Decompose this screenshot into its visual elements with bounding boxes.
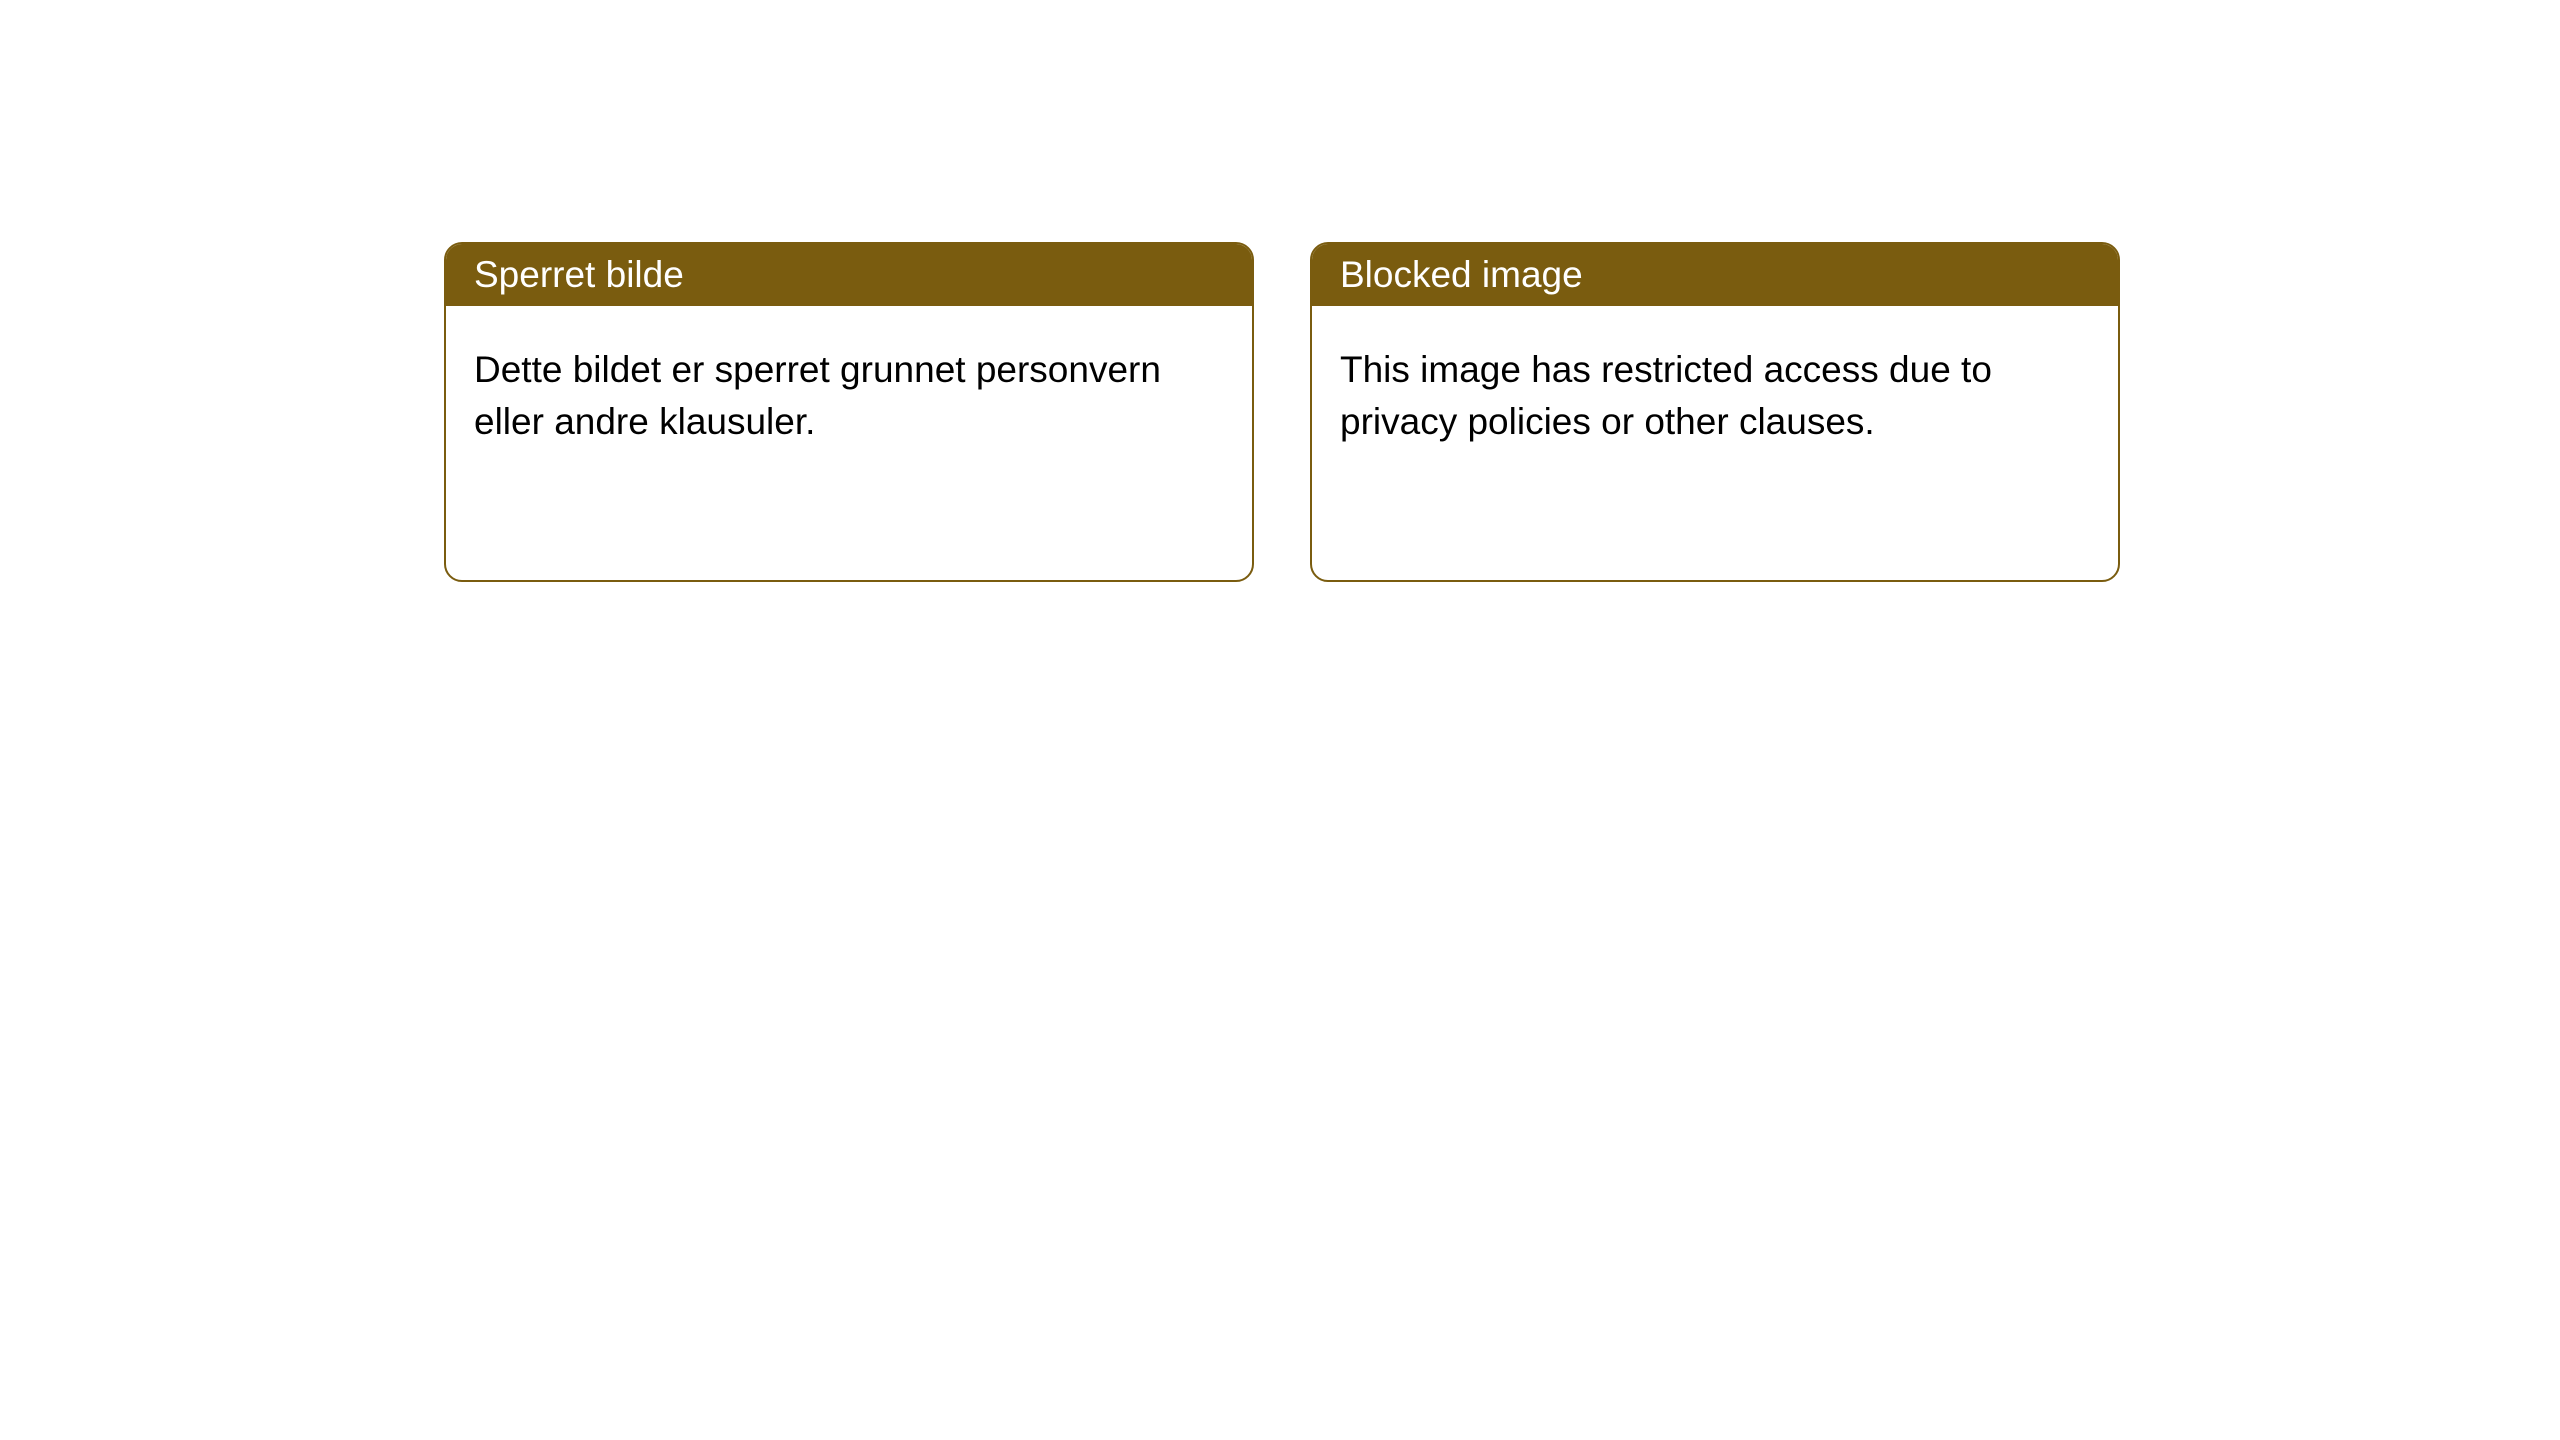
card-header: Blocked image (1312, 244, 2118, 306)
notice-card-norwegian: Sperret bilde Dette bildet er sperret gr… (444, 242, 1254, 582)
card-title: Blocked image (1340, 254, 1583, 296)
card-header: Sperret bilde (446, 244, 1252, 306)
card-body-text: Dette bildet er sperret grunnet personve… (474, 349, 1161, 442)
card-title: Sperret bilde (474, 254, 684, 296)
card-body: Dette bildet er sperret grunnet personve… (446, 306, 1252, 486)
card-body: This image has restricted access due to … (1312, 306, 2118, 486)
notice-cards-container: Sperret bilde Dette bildet er sperret gr… (444, 242, 2120, 582)
notice-card-english: Blocked image This image has restricted … (1310, 242, 2120, 582)
card-body-text: This image has restricted access due to … (1340, 349, 1992, 442)
